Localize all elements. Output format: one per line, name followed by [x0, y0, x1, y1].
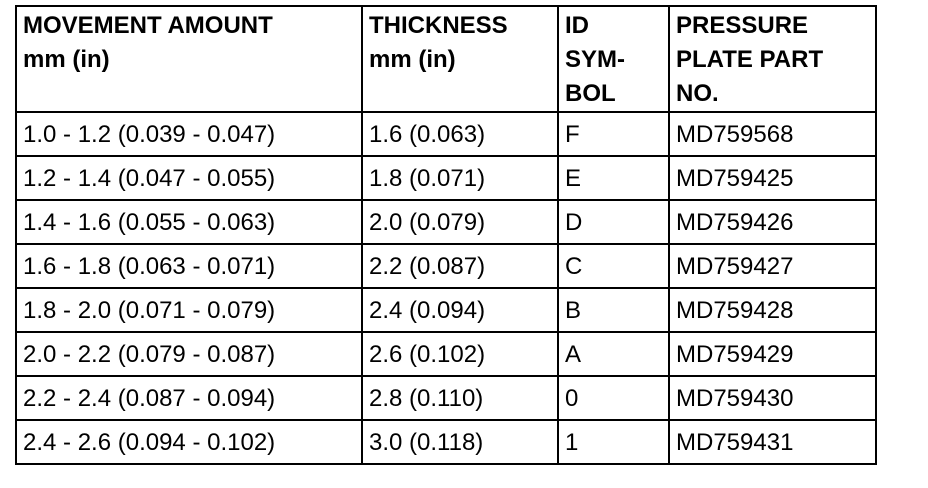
part-number-cell: MD759429 — [668, 331, 877, 377]
id-symbol-cell: E — [557, 155, 670, 201]
header-part-number: PRESSURE PLATE PART NO. — [668, 5, 877, 113]
part-number-cell: MD759431 — [668, 419, 877, 465]
part-number-cell: MD759425 — [668, 155, 877, 201]
movement-amount-cell: 1.0 - 1.2 (0.039 - 0.047) — [15, 111, 363, 157]
part-number-cell: MD759426 — [668, 199, 877, 245]
header-thickness: THICKNESS mm (in) — [361, 5, 559, 113]
id-symbol-cell: 1 — [557, 419, 670, 465]
header-line: BOL — [565, 80, 616, 107]
header-line: mm (in) — [369, 46, 456, 73]
header-line: PRESSURE — [676, 12, 809, 39]
table-row: 2.2 - 2.4 (0.087 - 0.094) 2.8 (0.110) 0 … — [15, 375, 877, 421]
thickness-cell: 2.2 (0.087) — [361, 243, 559, 289]
header-row: MOVEMENT AMOUNT mm (in) THICKNESS mm (in… — [15, 5, 877, 113]
table-row: 1.8 - 2.0 (0.071 - 0.079) 2.4 (0.094) B … — [15, 287, 877, 333]
thickness-cell: 2.8 (0.110) — [361, 375, 559, 421]
part-number-cell: MD759428 — [668, 287, 877, 333]
header-line: ID — [565, 12, 589, 39]
movement-amount-cell: 2.0 - 2.2 (0.079 - 0.087) — [15, 331, 363, 377]
thickness-cell: 2.0 (0.079) — [361, 199, 559, 245]
id-symbol-cell: C — [557, 243, 670, 289]
header-line: THICKNESS — [369, 12, 508, 39]
thickness-cell: 1.8 (0.071) — [361, 155, 559, 201]
part-number-cell: MD759430 — [668, 375, 877, 421]
table-row: 1.4 - 1.6 (0.055 - 0.063) 2.0 (0.079) D … — [15, 199, 877, 245]
movement-amount-cell: 1.2 - 1.4 (0.047 - 0.055) — [15, 155, 363, 201]
header-line: NO. — [676, 80, 719, 107]
movement-amount-cell: 2.2 - 2.4 (0.087 - 0.094) — [15, 375, 363, 421]
part-number-cell: MD759568 — [668, 111, 877, 157]
table-row: 1.2 - 1.4 (0.047 - 0.055) 1.8 (0.071) E … — [15, 155, 877, 201]
pressure-plate-spec-table: MOVEMENT AMOUNT mm (in) THICKNESS mm (in… — [15, 5, 877, 465]
movement-amount-cell: 2.4 - 2.6 (0.094 - 0.102) — [15, 419, 363, 465]
header-line: SYM- — [565, 46, 625, 73]
table-header: MOVEMENT AMOUNT mm (in) THICKNESS mm (in… — [15, 5, 877, 113]
id-symbol-cell: B — [557, 287, 670, 333]
id-symbol-cell: F — [557, 111, 670, 157]
header-movement-amount: MOVEMENT AMOUNT mm (in) — [15, 5, 363, 113]
id-symbol-cell: A — [557, 331, 670, 377]
movement-amount-cell: 1.8 - 2.0 (0.071 - 0.079) — [15, 287, 363, 333]
table-row: 2.0 - 2.2 (0.079 - 0.087) 2.6 (0.102) A … — [15, 331, 877, 377]
id-symbol-cell: 0 — [557, 375, 670, 421]
header-line: MOVEMENT AMOUNT — [23, 12, 273, 39]
table-row: 2.4 - 2.6 (0.094 - 0.102) 3.0 (0.118) 1 … — [15, 419, 877, 465]
part-number-cell: MD759427 — [668, 243, 877, 289]
thickness-cell: 2.6 (0.102) — [361, 331, 559, 377]
table-row: 1.6 - 1.8 (0.063 - 0.071) 2.2 (0.087) C … — [15, 243, 877, 289]
table-row: 1.0 - 1.2 (0.039 - 0.047) 1.6 (0.063) F … — [15, 111, 877, 157]
id-symbol-cell: D — [557, 199, 670, 245]
movement-amount-cell: 1.4 - 1.6 (0.055 - 0.063) — [15, 199, 363, 245]
table-body: 1.0 - 1.2 (0.039 - 0.047) 1.6 (0.063) F … — [15, 111, 877, 465]
thickness-cell: 1.6 (0.063) — [361, 111, 559, 157]
movement-amount-cell: 1.6 - 1.8 (0.063 - 0.071) — [15, 243, 363, 289]
header-id-symbol: ID SYM- BOL — [557, 5, 670, 113]
header-line: PLATE PART — [676, 46, 824, 73]
thickness-cell: 2.4 (0.094) — [361, 287, 559, 333]
header-line: mm (in) — [23, 46, 110, 73]
thickness-cell: 3.0 (0.118) — [361, 419, 559, 465]
